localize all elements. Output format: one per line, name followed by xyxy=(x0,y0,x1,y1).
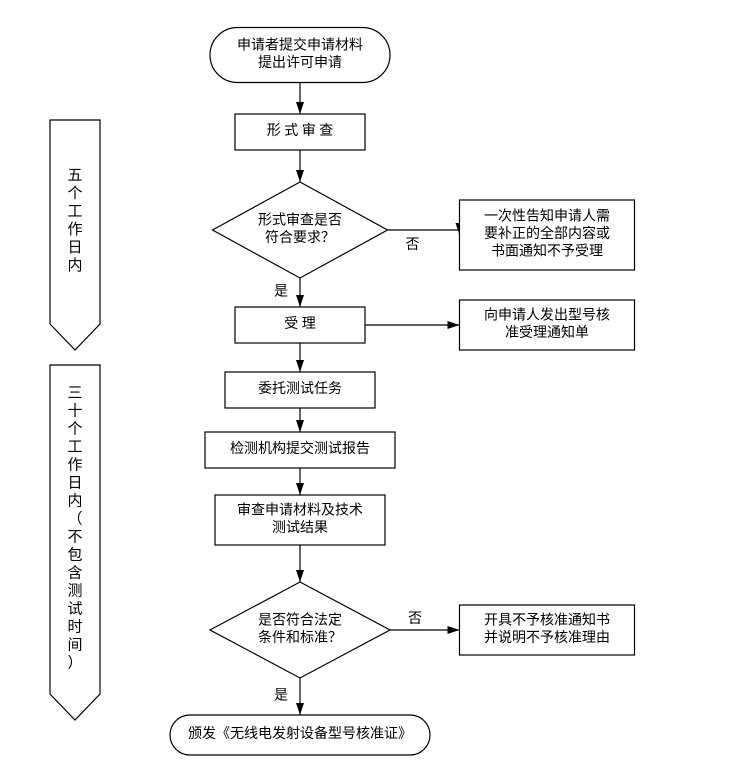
flowchart-canvas: 五个工作日内三十个工作日内（不包含测试时间）是否是否申请者提交申请材料提出许可申… xyxy=(0,0,731,784)
edge-d2-end: 是 xyxy=(274,678,304,715)
timeline-banner-1: 三十个工作日内（不包含测试时间） xyxy=(50,365,100,720)
arrowhead-icon xyxy=(296,420,304,432)
edge-n1-d1 xyxy=(296,150,304,182)
edge-label: 是 xyxy=(274,689,288,704)
node-side2: 向申请人发出型号核准受理通知单 xyxy=(460,300,635,350)
arrowhead-icon xyxy=(448,626,460,634)
node-end-label: 颁发《无线电发射设备型号核准证》 xyxy=(188,725,412,742)
node-n3: 委托测试任务 xyxy=(225,372,375,408)
edge-n2-side2 xyxy=(365,321,460,329)
arrowhead-icon xyxy=(448,321,460,329)
node-side3: 开具不予核准通知书并说明不予核准理由 xyxy=(460,605,635,655)
arrowhead-icon xyxy=(296,570,304,582)
node-n4-label: 检测机构提交测试报告 xyxy=(230,440,370,457)
node-n1: 形 式 审 查 xyxy=(235,114,365,150)
arrowhead-icon xyxy=(296,295,304,307)
timeline-banner-0: 五个工作日内 xyxy=(50,120,100,350)
node-n3-label: 委托测试任务 xyxy=(258,381,342,397)
node-side1-label: 一次性告知申请人需要补正的全部内容或书面通知不予受理 xyxy=(484,208,610,260)
edge-label: 否 xyxy=(406,238,420,253)
edge-label: 否 xyxy=(408,612,422,627)
node-n1-label: 形 式 审 查 xyxy=(267,123,334,139)
edge-d1-n2: 是 xyxy=(274,278,304,307)
arrowhead-icon xyxy=(296,483,304,495)
node-n5: 审查申请材料及技术测试结果 xyxy=(215,495,385,545)
arrowhead-icon xyxy=(296,360,304,372)
node-n2: 受 理 xyxy=(235,307,365,343)
edge-n5-d2 xyxy=(296,545,304,582)
arrowhead-icon xyxy=(296,102,304,114)
node-d2: 是否符合法定条件和标准？ xyxy=(210,582,390,678)
edge-start-n1 xyxy=(296,83,304,115)
node-n2-label: 受 理 xyxy=(284,316,316,332)
node-start: 申请者提交申请材料提出许可申请 xyxy=(210,28,390,83)
arrowhead-icon xyxy=(296,170,304,182)
node-side1: 一次性告知申请人需要补正的全部内容或书面通知不予受理 xyxy=(460,200,635,270)
edge-n3-n4 xyxy=(296,408,304,432)
node-n4: 检测机构提交测试报告 xyxy=(205,432,395,468)
node-d1: 形式审查是否符合要求？ xyxy=(213,182,388,278)
edge-n2-n3 xyxy=(296,343,304,372)
edge-d2-side3: 否 xyxy=(390,612,460,634)
edge-label: 是 xyxy=(274,285,288,300)
arrowhead-icon xyxy=(296,703,304,715)
node-end: 颁发《无线电发射设备型号核准证》 xyxy=(170,715,430,755)
edge-n4-n5 xyxy=(296,468,304,495)
edge-d1-side1: 否 xyxy=(388,223,464,253)
